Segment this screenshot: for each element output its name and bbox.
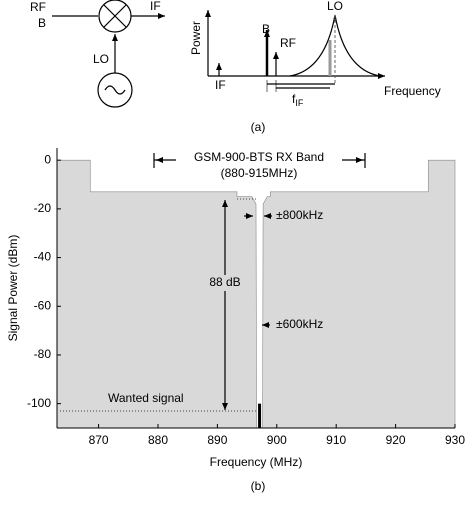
x-tick-label: 930 [445, 433, 465, 447]
label: RF [30, 0, 46, 14]
annotation: ±800kHz [276, 208, 323, 222]
x-tick-label: 870 [89, 433, 109, 447]
y-tick-label: -40 [34, 250, 52, 264]
annotation: ±600kHz [276, 317, 323, 331]
label: LO [93, 52, 109, 66]
axis-label: Frequency [384, 84, 441, 98]
x-tick-label: 920 [386, 433, 406, 447]
mixer-diagram [52, 0, 165, 108]
annotation: 88 dB [209, 275, 240, 289]
axis-label: Power [189, 21, 203, 55]
label: B [38, 16, 46, 30]
x-tick-label: 880 [148, 433, 168, 447]
label: IF [150, 0, 161, 13]
caption: (b) [251, 479, 266, 493]
x-tick-label: 890 [207, 433, 227, 447]
label: LO [327, 0, 343, 13]
x-axis-label: Frequency (MHz) [210, 455, 303, 469]
subscript: IF [295, 98, 304, 108]
y-axis-label: Signal Power (dBm) [6, 235, 20, 342]
y-tick-label: -100 [27, 396, 51, 410]
label: RF [280, 36, 296, 50]
y-tick-label: -20 [34, 201, 52, 215]
label: f [292, 92, 296, 106]
plot [56, 148, 456, 429]
caption: (a) [251, 120, 266, 134]
x-tick-label: 900 [267, 433, 287, 447]
spectrum-sketch [205, 10, 385, 92]
y-tick-label: -80 [34, 347, 52, 361]
wanted-signal [258, 403, 262, 428]
annotation: Wanted signal [108, 391, 184, 405]
x-tick-label: 910 [326, 433, 346, 447]
y-tick-label: -60 [34, 298, 52, 312]
area [56, 159, 456, 429]
annotation: GSM-900-BTS RX Band [194, 150, 324, 164]
label: B [262, 22, 270, 36]
y-tick-label: 0 [44, 152, 51, 166]
annotation: (880-915MHz) [221, 166, 298, 180]
label: IF [215, 78, 226, 92]
label: fIF [292, 92, 304, 108]
annotations [60, 150, 366, 412]
